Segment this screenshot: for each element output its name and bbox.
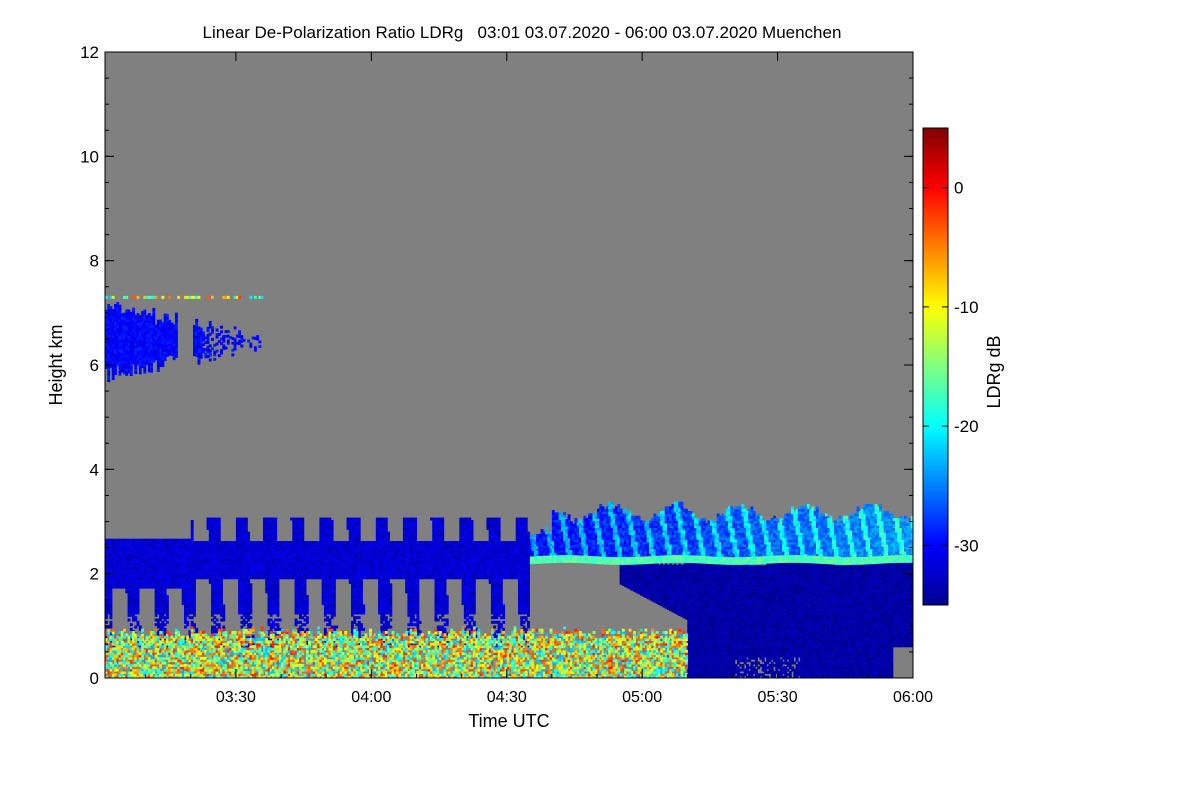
plot-area (105, 52, 914, 679)
chart-title: Linear De-Polarization Ratio LDRg 03:01 … (203, 23, 842, 42)
